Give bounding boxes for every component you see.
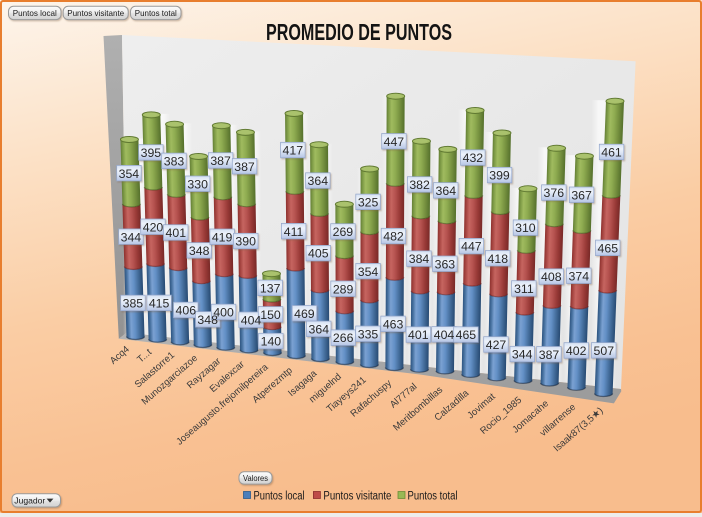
svg-text:418: 418 bbox=[488, 252, 509, 266]
svg-text:507: 507 bbox=[594, 344, 615, 358]
svg-text:405: 405 bbox=[308, 247, 329, 261]
svg-text:354: 354 bbox=[119, 167, 140, 181]
svg-text:364: 364 bbox=[309, 323, 330, 337]
svg-text:465: 465 bbox=[598, 241, 619, 255]
svg-text:Jugador: Jugador bbox=[14, 496, 45, 505]
svg-text:404: 404 bbox=[241, 313, 262, 327]
svg-text:367: 367 bbox=[571, 188, 592, 202]
svg-text:447: 447 bbox=[384, 135, 405, 149]
svg-text:Puntos local: Puntos local bbox=[13, 9, 57, 18]
svg-text:330: 330 bbox=[187, 177, 208, 191]
svg-text:269: 269 bbox=[333, 225, 354, 239]
svg-text:348: 348 bbox=[197, 313, 218, 327]
svg-text:401: 401 bbox=[408, 328, 429, 342]
svg-text:Puntos total: Puntos total bbox=[408, 491, 458, 503]
svg-text:348: 348 bbox=[189, 244, 210, 258]
svg-text:374: 374 bbox=[569, 269, 590, 283]
svg-text:399: 399 bbox=[489, 169, 510, 183]
svg-text:427: 427 bbox=[486, 338, 507, 352]
svg-text:311: 311 bbox=[514, 282, 534, 296]
svg-text:465: 465 bbox=[456, 328, 477, 342]
svg-text:364: 364 bbox=[436, 184, 457, 198]
svg-text:Puntos total: Puntos total bbox=[135, 9, 177, 18]
svg-text:364: 364 bbox=[308, 174, 329, 188]
svg-text:376: 376 bbox=[544, 186, 565, 200]
svg-text:447: 447 bbox=[461, 240, 482, 254]
svg-text:137: 137 bbox=[260, 282, 281, 296]
svg-text:387: 387 bbox=[210, 154, 231, 168]
svg-text:310: 310 bbox=[515, 221, 536, 235]
svg-text:401: 401 bbox=[166, 226, 187, 240]
svg-text:266: 266 bbox=[333, 331, 354, 345]
svg-text:417: 417 bbox=[283, 144, 304, 158]
svg-text:289: 289 bbox=[333, 282, 354, 296]
svg-text:404: 404 bbox=[434, 328, 455, 342]
svg-text:385: 385 bbox=[123, 297, 144, 311]
svg-text:406: 406 bbox=[176, 304, 197, 318]
svg-text:387: 387 bbox=[539, 348, 560, 362]
svg-text:344: 344 bbox=[512, 348, 533, 362]
svg-text:420: 420 bbox=[143, 220, 164, 234]
svg-text:415: 415 bbox=[149, 296, 170, 310]
svg-text:408: 408 bbox=[541, 270, 562, 284]
svg-text:PROMEDIO DE PUNTOS: PROMEDIO DE PUNTOS bbox=[266, 19, 452, 45]
svg-text:382: 382 bbox=[409, 178, 430, 192]
svg-text:387: 387 bbox=[234, 160, 255, 174]
svg-text:482: 482 bbox=[383, 230, 404, 244]
svg-text:140: 140 bbox=[261, 335, 282, 349]
svg-text:432: 432 bbox=[463, 151, 484, 165]
svg-text:390: 390 bbox=[235, 235, 256, 249]
svg-text:344: 344 bbox=[121, 230, 142, 244]
svg-text:400: 400 bbox=[213, 306, 234, 320]
svg-text:411: 411 bbox=[284, 225, 304, 239]
svg-text:461: 461 bbox=[601, 146, 622, 160]
svg-text:354: 354 bbox=[358, 265, 379, 279]
svg-text:Puntos visitante: Puntos visitante bbox=[67, 9, 124, 18]
svg-text:363: 363 bbox=[435, 257, 456, 271]
svg-text:469: 469 bbox=[294, 307, 315, 321]
svg-text:384: 384 bbox=[409, 252, 430, 266]
svg-text:Valores: Valores bbox=[243, 474, 268, 483]
svg-text:Puntos local: Puntos local bbox=[254, 491, 305, 503]
svg-text:Puntos visitante: Puntos visitante bbox=[323, 491, 391, 503]
svg-text:335: 335 bbox=[358, 327, 379, 341]
svg-text:383: 383 bbox=[164, 154, 185, 168]
svg-text:402: 402 bbox=[566, 344, 587, 358]
svg-text:325: 325 bbox=[358, 195, 379, 209]
svg-text:463: 463 bbox=[383, 318, 404, 332]
svg-text:419: 419 bbox=[212, 230, 233, 244]
svg-text:395: 395 bbox=[141, 146, 162, 160]
svg-text:150: 150 bbox=[260, 308, 281, 322]
